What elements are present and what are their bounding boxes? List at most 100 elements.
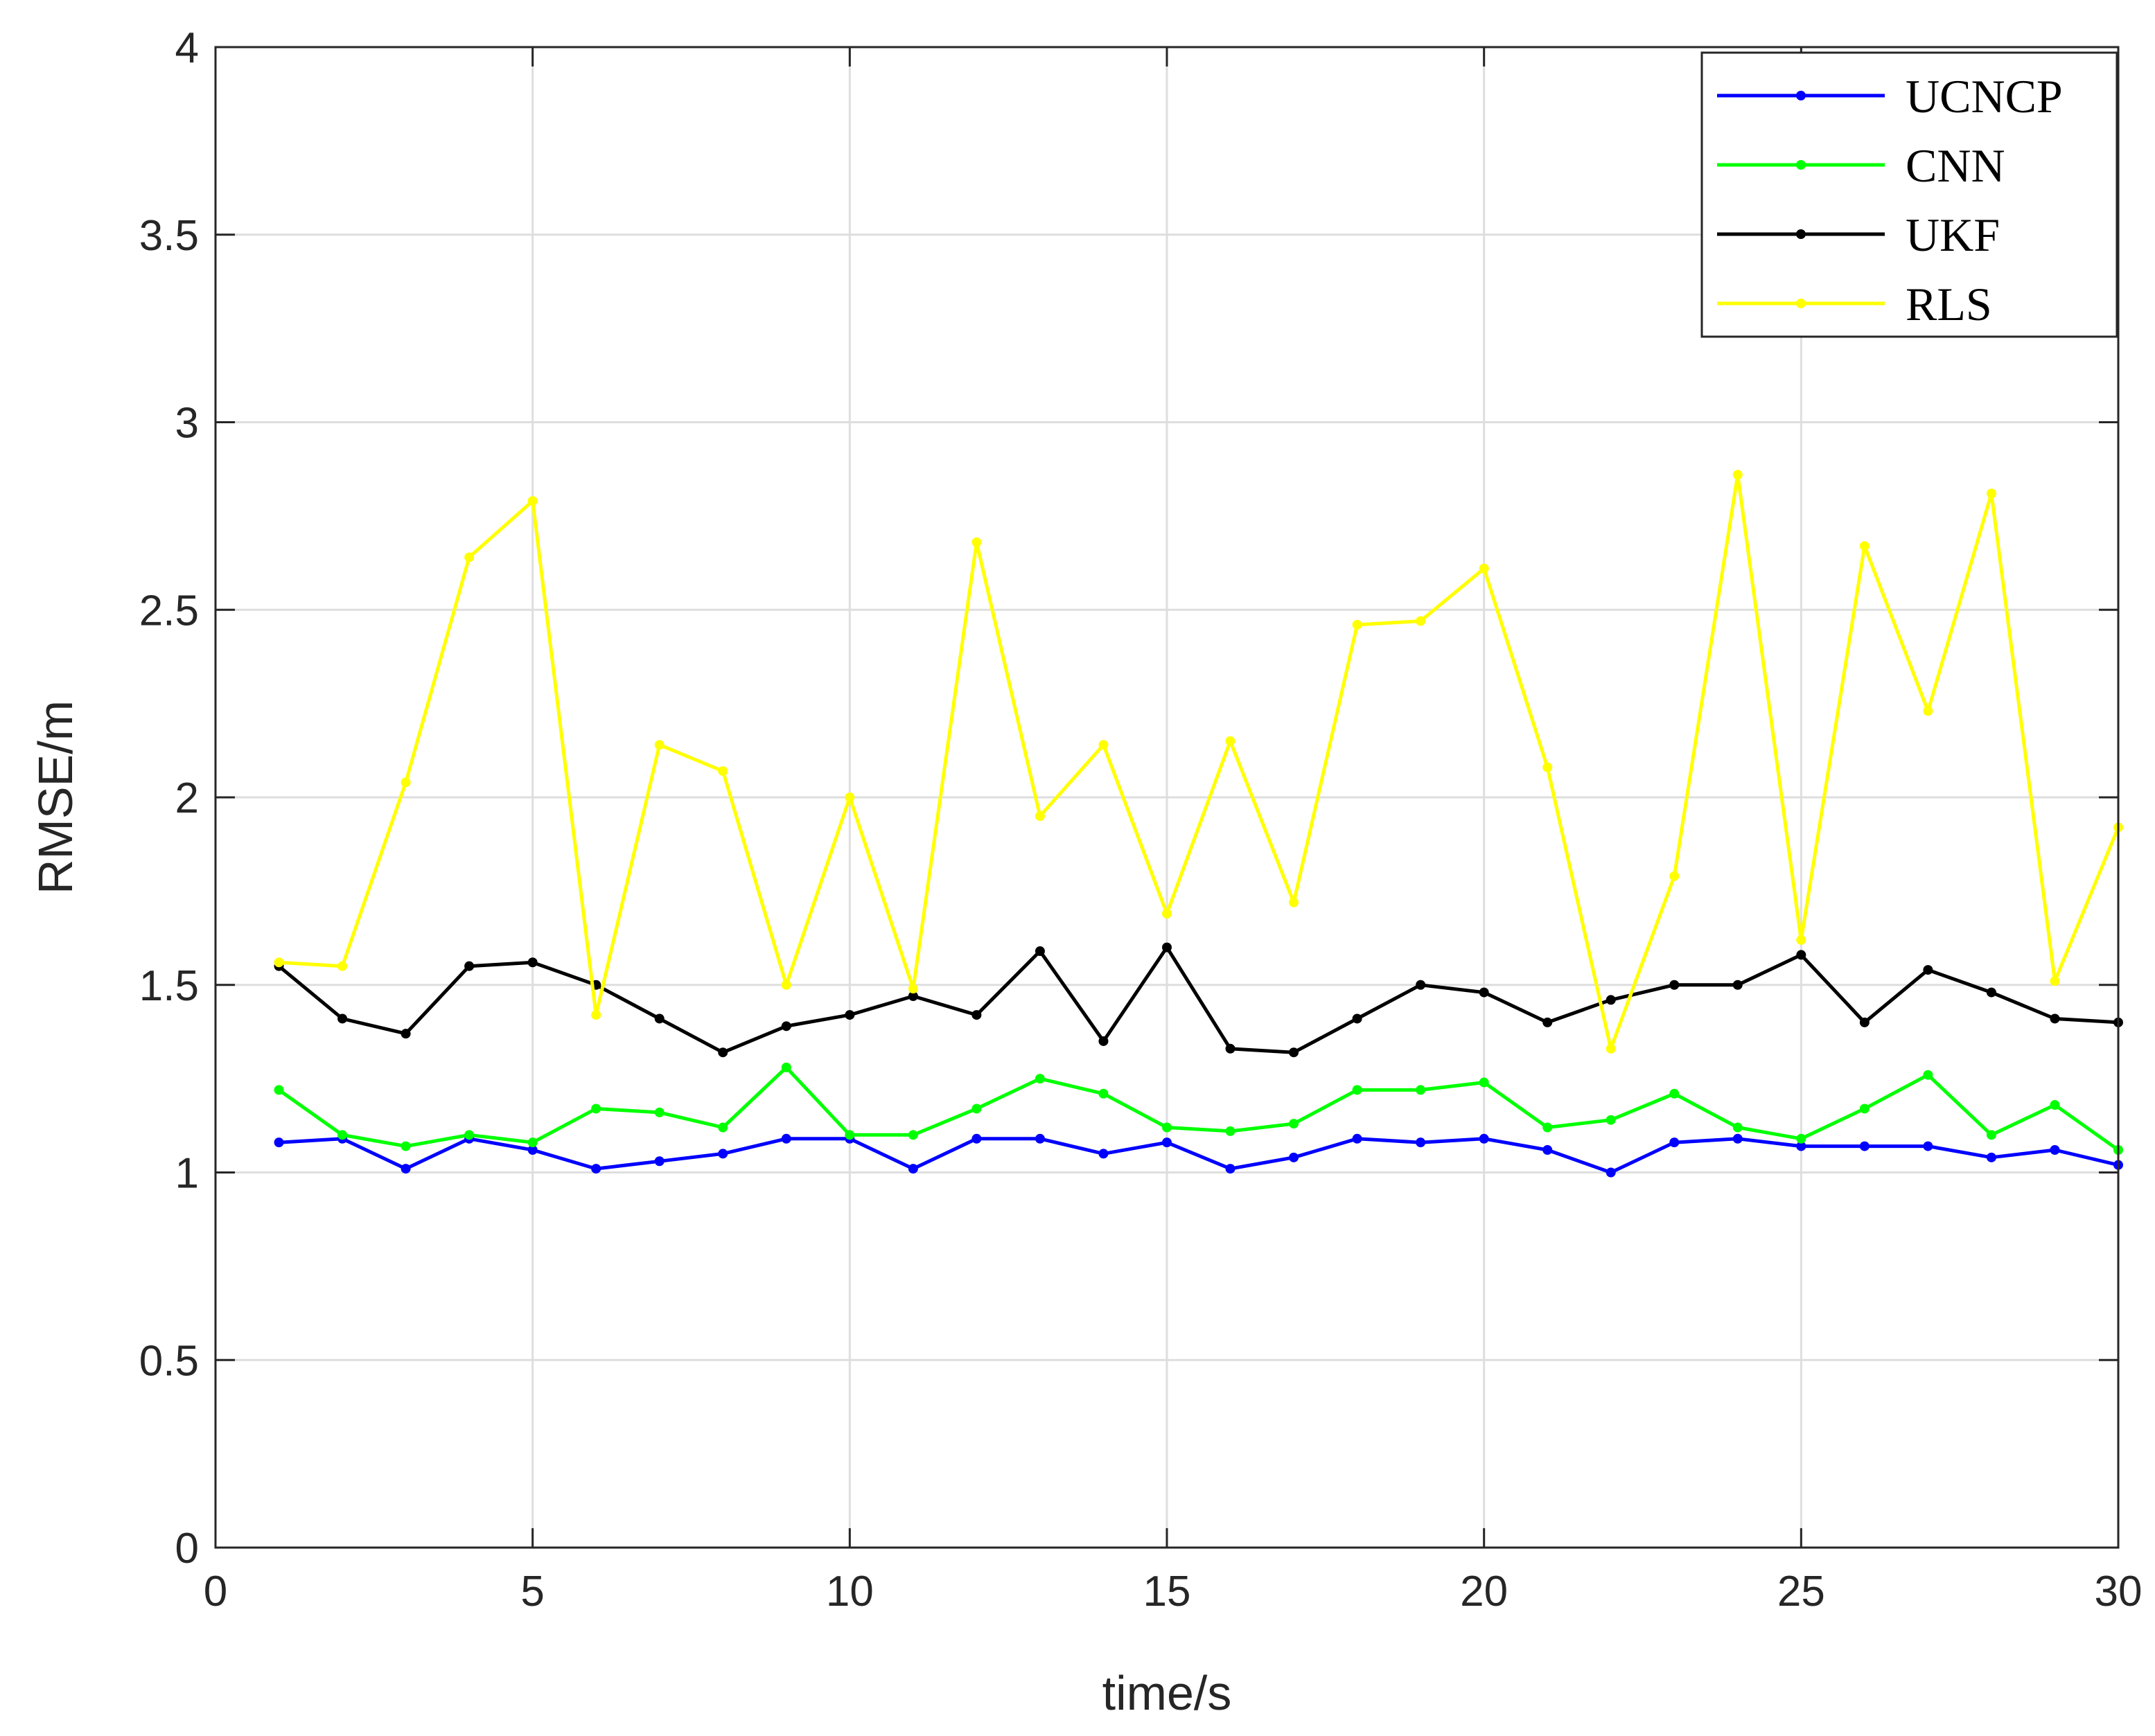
data-point — [1796, 935, 1806, 945]
series-line — [279, 472, 2120, 1051]
data-point — [1859, 1104, 1870, 1114]
data-point — [401, 777, 411, 788]
data-point — [1923, 706, 1933, 716]
data-point — [781, 1062, 791, 1072]
legend-entry: RLS — [1717, 278, 1992, 330]
data-point — [781, 1133, 791, 1144]
data-point — [591, 1104, 601, 1114]
data-point — [845, 1010, 855, 1020]
data-point — [401, 1029, 411, 1039]
data-point — [1416, 1137, 1426, 1148]
series-cnn — [274, 1062, 2123, 1155]
plot-frame — [214, 46, 2120, 1549]
series-ucncp — [274, 1133, 2123, 1178]
data-point — [591, 1010, 601, 1020]
x-tick-label: 30 — [2095, 1568, 2143, 1615]
data-point — [527, 1137, 538, 1148]
series-line — [277, 946, 2119, 1054]
data-point — [1669, 871, 1680, 881]
data-point — [1479, 563, 1489, 574]
data-point — [2050, 1100, 2060, 1110]
y-tick-label: 4 — [175, 24, 199, 72]
y-tick-label: 0.5 — [139, 1337, 199, 1385]
data-point — [971, 1010, 982, 1020]
data-point — [1289, 1047, 1299, 1058]
data-point — [1859, 1141, 1870, 1151]
data-point — [1986, 488, 1996, 499]
data-point — [1606, 1115, 1616, 1125]
data-point — [1352, 1133, 1362, 1144]
data-point — [654, 1156, 665, 1167]
data-point — [1606, 1167, 1616, 1178]
data-point — [527, 957, 538, 968]
data-point — [337, 1013, 348, 1024]
y-tick-label: 0 — [175, 1525, 199, 1573]
series-layer — [274, 470, 2123, 1178]
data-point — [1542, 762, 1553, 772]
data-point — [1542, 1145, 1553, 1155]
data-point — [1416, 616, 1426, 626]
data-point — [591, 1164, 601, 1174]
data-point — [1162, 908, 1172, 919]
legend-entry: UCNCP — [1717, 70, 2063, 123]
data-point — [1859, 1017, 1870, 1027]
data-point — [1669, 980, 1680, 990]
legend-box — [1700, 51, 2118, 338]
data-point — [2050, 1013, 2060, 1024]
legend: UCNCP CNN UKF RLS — [1700, 51, 2118, 338]
data-point — [1352, 1085, 1362, 1095]
data-point — [1732, 470, 1743, 480]
data-point — [1289, 1119, 1299, 1129]
data-point — [1923, 965, 1933, 975]
data-point — [1923, 1070, 1933, 1080]
series-rls — [274, 470, 2123, 1054]
legend-marker — [1796, 91, 1806, 100]
data-point — [908, 1130, 918, 1140]
data-point — [1542, 1122, 1553, 1133]
data-point — [718, 1122, 728, 1133]
y-axis-title: RMSE/m — [28, 700, 82, 894]
y-tick-label: 3.5 — [139, 212, 199, 260]
legend-entry: UKF — [1717, 209, 2000, 261]
data-point — [527, 1145, 538, 1155]
data-point — [1542, 1017, 1553, 1027]
x-tick-label: 25 — [1777, 1568, 1825, 1615]
x-tick-label: 5 — [520, 1568, 544, 1615]
data-point — [1796, 950, 1806, 960]
data-point — [1416, 980, 1426, 990]
data-point — [1732, 1122, 1743, 1133]
data-point — [1162, 1122, 1172, 1133]
legend-label: UCNCP — [1906, 70, 2063, 123]
data-point — [845, 792, 855, 802]
data-point — [1669, 1088, 1680, 1099]
data-point — [464, 961, 475, 971]
data-point — [274, 1137, 284, 1148]
data-point — [337, 961, 348, 971]
legend-marker — [1796, 229, 1806, 239]
data-point — [845, 1130, 855, 1140]
data-point — [1479, 1077, 1489, 1088]
series-line — [278, 1065, 2120, 1152]
data-point — [1479, 987, 1489, 998]
data-point — [1035, 811, 1045, 822]
data-point — [2050, 1145, 2060, 1155]
data-point — [1796, 1133, 1806, 1144]
data-point — [1225, 1043, 1235, 1054]
series-ukf — [274, 942, 2123, 1058]
data-point — [781, 980, 791, 990]
data-point — [401, 1164, 411, 1174]
data-point — [654, 1107, 665, 1117]
data-point — [1035, 1074, 1045, 1084]
data-point — [718, 1047, 728, 1058]
data-point — [1986, 1130, 1996, 1140]
data-point — [1416, 1085, 1426, 1095]
data-point — [1352, 1013, 1362, 1024]
data-point — [274, 957, 284, 968]
x-tick-label: 20 — [1460, 1568, 1508, 1615]
data-point — [274, 1085, 284, 1095]
data-point — [1225, 1126, 1235, 1136]
data-point — [1859, 541, 1870, 551]
data-point — [401, 1141, 411, 1151]
data-point — [1986, 1152, 1996, 1162]
data-point — [337, 1130, 348, 1140]
